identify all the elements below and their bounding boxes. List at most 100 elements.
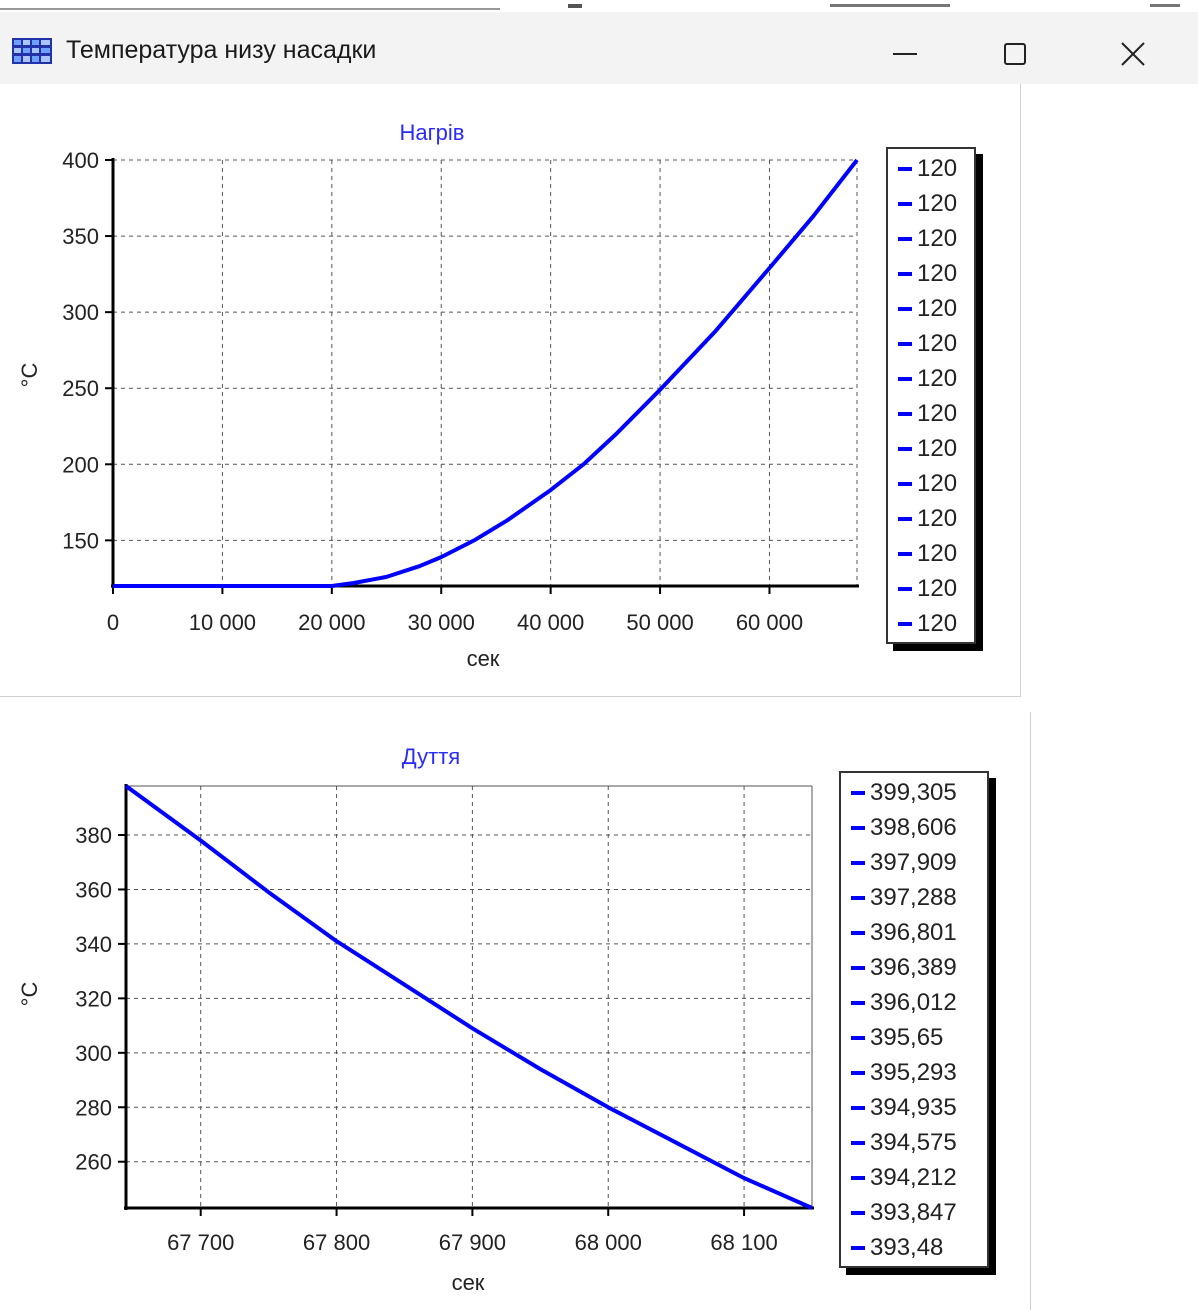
legend-label: 120: [917, 469, 958, 497]
series-line: [124, 784, 813, 1210]
legend-label: 398,606: [870, 813, 957, 841]
legend-item: 120: [888, 361, 957, 396]
legend-swatch: [851, 1140, 865, 1145]
legend-swatch: [851, 1245, 865, 1250]
legend-item: 394,935: [841, 1090, 957, 1125]
legend-item: 394,212: [841, 1160, 957, 1195]
legend-swatch: [851, 1105, 865, 1110]
legend-label: 120: [917, 399, 958, 427]
x-axis-label: сек: [467, 646, 500, 671]
legend-swatch: [898, 201, 912, 206]
legend-item: 120: [888, 431, 957, 466]
legend-item: 397,288: [841, 880, 957, 915]
y-tick-label: 350: [62, 224, 99, 249]
legend-swatch: [898, 551, 912, 556]
y-tick-label: 380: [75, 823, 112, 848]
x-axis-label: сек: [452, 1270, 485, 1295]
y-tick-label: 300: [75, 1041, 112, 1066]
x-tick-label: 0: [107, 610, 119, 635]
legend-label: 120: [917, 574, 958, 602]
background-window-strip: [0, 0, 1198, 12]
legend-item: 398,606: [841, 810, 957, 845]
legend-item: 399,305: [841, 775, 957, 810]
y-tick-label: 400: [62, 148, 99, 173]
legend-label: 120: [917, 224, 958, 252]
legend-swatch: [898, 236, 912, 241]
legend-item: 120: [888, 326, 957, 361]
legend-item: 395,293: [841, 1055, 957, 1090]
y-axis-label: °C: [17, 363, 42, 388]
legend-label: 120: [917, 329, 958, 357]
x-tick-label: 67 900: [439, 1230, 506, 1255]
background-mark: [568, 4, 582, 8]
blowing-chart-panel: Дуття 260 280 300 320 340 360 380 67 700 67 800 67…: [0, 712, 1031, 1310]
legend-label: 399,305: [870, 778, 957, 806]
legend-swatch: [851, 790, 865, 795]
y-axis-label: °C: [17, 982, 42, 1007]
legend-item: 120: [888, 606, 957, 641]
x-tick-label: 60 000: [736, 610, 803, 635]
legend-label: 394,212: [870, 1163, 957, 1191]
legend-item: 120: [888, 151, 957, 186]
background-divider: [0, 8, 500, 10]
legend-item: 395,65: [841, 1020, 943, 1055]
x-tick-label: 68 100: [710, 1230, 777, 1255]
legend-label: 396,801: [870, 918, 957, 946]
legend-label: 120: [917, 539, 958, 567]
heating-chart: Нагрів 150 200 250 300 350 400 0 10 000 20 000 30 …: [17, 120, 859, 671]
x-tick-label: 50 000: [626, 610, 693, 635]
legend-item: 120: [888, 396, 957, 431]
x-tick-label: 67 800: [303, 1230, 370, 1255]
series-line: [113, 158, 859, 588]
legend-swatch: [851, 1070, 865, 1075]
legend-item: 396,801: [841, 915, 957, 950]
legend-label: 120: [917, 609, 958, 637]
blowing-legend: 399,305 398,606 397,909 397,288 396,801 396,3…: [839, 771, 989, 1268]
legend-swatch: [898, 621, 912, 626]
chart-title: Нагрів: [400, 120, 465, 145]
y-tick-label: 280: [75, 1095, 112, 1120]
legend-item: 120: [888, 221, 957, 256]
legend-swatch: [851, 965, 865, 970]
close-icon: [1121, 42, 1145, 66]
window-title: Температура низу насадки: [66, 36, 377, 64]
legend-swatch: [851, 1210, 865, 1215]
legend-swatch: [851, 1000, 865, 1005]
legend-swatch: [851, 1175, 865, 1180]
legend-label: 120: [917, 189, 958, 217]
maximize-button[interactable]: [970, 24, 1060, 84]
close-button[interactable]: [1088, 24, 1178, 84]
maximize-icon: [1004, 43, 1026, 65]
minimize-icon: [893, 53, 917, 55]
legend-label: 120: [917, 259, 958, 287]
legend-item: 393,48: [841, 1230, 943, 1265]
x-tick-label: 68 000: [575, 1230, 642, 1255]
x-tick-label: 10 000: [189, 610, 256, 635]
legend-item: 120: [888, 536, 957, 571]
legend-item: 120: [888, 466, 957, 501]
app-grid-icon: [12, 38, 52, 64]
legend-label: 393,847: [870, 1198, 957, 1226]
legend-label: 393,48: [870, 1233, 944, 1261]
legend-label: 395,65: [870, 1023, 944, 1051]
title-bar[interactable]: Температура низу насадки: [0, 12, 1198, 84]
legend-label: 396,012: [870, 988, 957, 1016]
legend-label: 396,389: [870, 953, 957, 981]
legend-label: 120: [917, 504, 958, 532]
legend-swatch: [898, 166, 912, 171]
y-tick-label: 300: [62, 300, 99, 325]
legend-swatch: [898, 411, 912, 416]
legend-item: 394,575: [841, 1125, 957, 1160]
blowing-chart: Дуття 260 280 300 320 340 360 380 67 700 67 800 67…: [17, 744, 814, 1295]
legend-label: 394,575: [870, 1128, 957, 1156]
y-tick-label: 150: [62, 528, 99, 553]
legend-label: 120: [917, 294, 958, 322]
legend-item: 393,847: [841, 1195, 957, 1230]
y-tick-label: 260: [75, 1150, 112, 1175]
legend-item: 120: [888, 256, 957, 291]
legend-label: 394,935: [870, 1093, 957, 1121]
legend-swatch: [898, 306, 912, 311]
minimize-button[interactable]: [860, 24, 950, 84]
x-tick-label: 20 000: [298, 610, 365, 635]
y-tick-label: 320: [75, 986, 112, 1011]
